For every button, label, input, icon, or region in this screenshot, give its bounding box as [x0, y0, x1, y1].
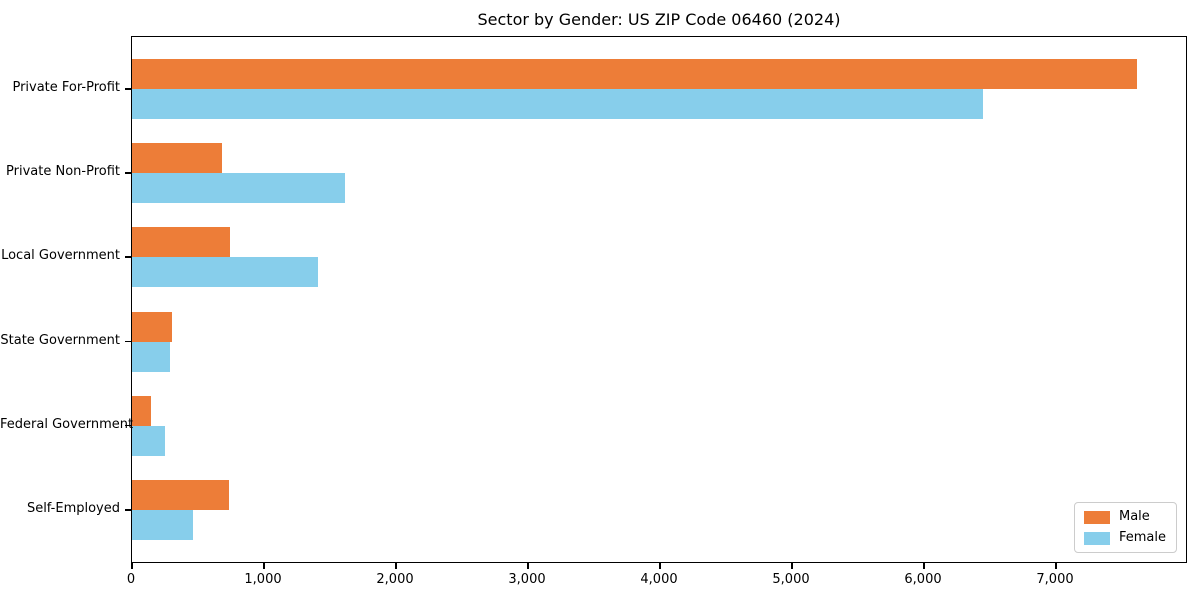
y-tick-mark: [125, 256, 131, 258]
legend-swatch-female: [1083, 531, 1110, 545]
bar-female: [132, 173, 345, 204]
x-tick-mark: [791, 563, 793, 569]
legend-swatch-male: [1083, 510, 1110, 524]
legend-label-male: Male: [1118, 509, 1150, 524]
legend-label-female: Female: [1118, 530, 1166, 545]
x-tick-label: 7,000: [1036, 572, 1074, 587]
bar-female: [132, 341, 171, 372]
y-tick-mark: [125, 340, 131, 343]
bar-group: [132, 59, 1137, 119]
x-tick-label: 3,000: [508, 572, 546, 587]
bar-male: [132, 227, 231, 258]
legend-item-female: Female: [1083, 530, 1166, 545]
bar-female: [132, 89, 984, 119]
bar-male: [132, 143, 222, 174]
y-tick-mark: [125, 424, 131, 427]
y-tick-mark: [125, 172, 131, 174]
bar-female: [132, 425, 165, 456]
bar-female: [132, 257, 319, 288]
bar-male: [132, 59, 1137, 89]
category-label: Private Non-Profit: [6, 164, 120, 180]
chart-title: Sector by Gender: US ZIP Code 06460 (202…: [477, 10, 841, 29]
category-label: Local Government: [1, 248, 120, 264]
x-tick-label: 6,000: [904, 572, 942, 587]
bar-group: [132, 227, 319, 288]
legend-item-male: Male: [1083, 509, 1166, 524]
category-label: Self-Employed: [26, 501, 120, 516]
bar-male: [132, 395, 152, 426]
bar-male: [132, 480, 230, 510]
plot-area: Male Female: [131, 36, 1187, 563]
category-label: Federal Government: [0, 416, 134, 432]
x-tick-mark: [527, 563, 529, 569]
x-tick-mark: [131, 563, 133, 569]
x-tick-label: 2,000: [376, 572, 414, 587]
x-tick-label: 5,000: [772, 572, 810, 587]
bar-male: [132, 311, 172, 342]
x-tick-mark: [659, 563, 661, 569]
y-tick-mark: [125, 88, 131, 90]
x-tick-label: 0: [126, 572, 136, 587]
x-tick-mark: [1055, 563, 1057, 569]
x-tick-mark: [263, 563, 265, 569]
y-tick-mark: [125, 509, 131, 511]
legend: Male Female: [1073, 502, 1177, 553]
bar-group: [132, 395, 165, 456]
x-tick-label: 4,000: [640, 572, 678, 587]
category-label: State Government: [0, 332, 120, 348]
category-label: Private For-Profit: [12, 80, 120, 95]
bar-female: [132, 510, 193, 540]
bar-group: [132, 143, 345, 204]
bar-group: [132, 480, 230, 540]
x-tick-mark: [923, 563, 925, 569]
x-tick-mark: [395, 563, 397, 569]
bar-group: [132, 311, 172, 372]
x-tick-label: 1,000: [244, 572, 282, 587]
